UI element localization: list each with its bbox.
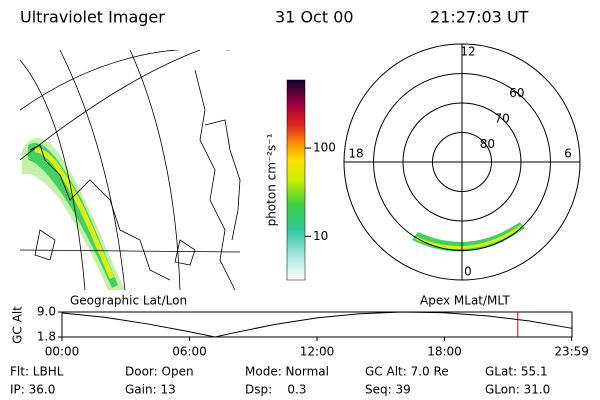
x-tick-label: 23:59 xyxy=(554,345,589,359)
orbit-left-label: Geographic Lat/Lon xyxy=(70,294,187,308)
orbit-right-label: Apex MLat/MLT xyxy=(420,294,510,308)
colorbar-label: photon cm⁻²s⁻¹ xyxy=(265,133,279,226)
orbit-ylabel: GC Alt xyxy=(11,306,25,344)
geographic-image xyxy=(20,50,241,290)
date: 31 Oct 00 xyxy=(275,8,354,27)
title: Ultraviolet Imager xyxy=(20,8,165,27)
polar-mlt-label: 12 xyxy=(460,45,475,59)
polar-ring-label: 60 xyxy=(509,86,524,100)
polar-ring-label: 70 xyxy=(495,111,510,125)
polar-ring-label: 80 xyxy=(480,137,495,151)
status-field: Dsp: 0.3 xyxy=(245,383,307,397)
y-tick-label: 9.0 xyxy=(37,305,56,319)
status-field: Mode: Normal xyxy=(245,365,329,379)
status-field: Seq: 39 xyxy=(365,383,411,397)
altitude-line xyxy=(61,311,573,338)
polar-mlt-label: 0 xyxy=(464,265,472,279)
status-field: Flt: LBHL xyxy=(10,365,64,379)
x-tick-label: 12:00 xyxy=(300,345,335,359)
status-field: Gain: 13 xyxy=(125,383,176,397)
colorbar xyxy=(286,79,306,281)
colorbar-tick-label: 10 xyxy=(313,229,328,243)
colorbar-tick-label: 100 xyxy=(313,141,336,155)
time: 21:27:03 UT xyxy=(430,8,529,27)
status-field: IP: 36.0 xyxy=(10,383,55,397)
status-field: GLon: 31.0 xyxy=(485,383,550,397)
status-field: GLat: 55.1 xyxy=(485,365,548,379)
orbit-plot-frame xyxy=(61,311,573,338)
x-tick-label: 18:00 xyxy=(427,345,462,359)
polar-mlt-label: 18 xyxy=(348,147,363,161)
y-tick-label: 1.8 xyxy=(37,330,56,344)
polar-mlt-label: 6 xyxy=(564,147,572,161)
status-field: GC Alt: 7.0 Re xyxy=(365,365,449,379)
status-field: Door: Open xyxy=(125,365,194,379)
x-tick-label: 06:00 xyxy=(172,345,207,359)
x-tick-label: 00:00 xyxy=(45,345,80,359)
